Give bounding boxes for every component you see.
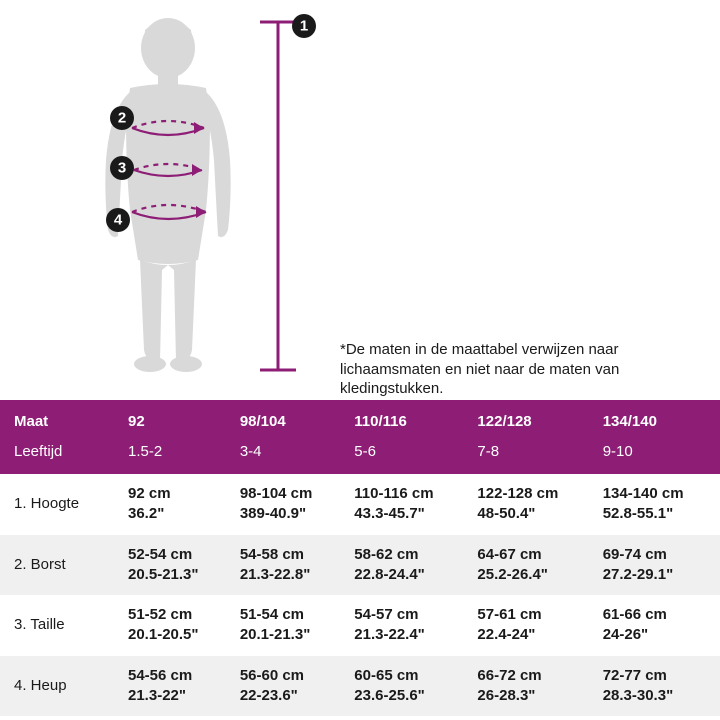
cell-inches: 20.1-20.5" xyxy=(128,625,224,645)
table-cell: 57-61 cm22.4-24" xyxy=(469,595,594,656)
cell-inches: 27.2-29.1" xyxy=(603,565,712,585)
table-cell: 61-66 cm24-26" xyxy=(595,595,720,656)
table-row: 3. Taille51-52 cm20.1-20.5"51-54 cm20.1-… xyxy=(0,595,720,656)
table-cell: 60-65 cm23.6-25.6" xyxy=(346,656,469,717)
table-cell: 51-52 cm20.1-20.5" xyxy=(120,595,232,656)
badge-1: 1 xyxy=(292,14,316,38)
header-column: 122/128 7-8 xyxy=(469,400,594,474)
table-cell: 98-104 cm389-40.9" xyxy=(232,474,346,535)
cell-cm: 61-66 cm xyxy=(603,605,712,625)
table-cell: 110-116 cm43.3-45.7" xyxy=(346,474,469,535)
cell-cm: 54-57 cm xyxy=(354,605,461,625)
row-label: 4. Heup xyxy=(0,656,120,717)
table-header: Maat Leeftijd 92 1.5-2 98/104 3-4 110/116 5-6… xyxy=(0,400,720,474)
cell-inches: 22-23.6" xyxy=(240,686,338,706)
cell-inches: 23.6-25.6" xyxy=(354,686,461,706)
svg-text:1: 1 xyxy=(300,18,308,35)
table-cell: 122-128 cm48-50.4" xyxy=(469,474,594,535)
table-cell: 92 cm36.2" xyxy=(120,474,232,535)
table-row: 4. Heup54-56 cm21.3-22"56-60 cm22-23.6"6… xyxy=(0,656,720,717)
header-age: 7-8 xyxy=(477,440,586,464)
table-cell: 54-56 cm21.3-22" xyxy=(120,656,232,717)
cell-cm: 72-77 cm xyxy=(603,666,712,686)
cell-inches: 36.2" xyxy=(128,504,224,524)
cell-cm: 69-74 cm xyxy=(603,545,712,565)
cell-cm: 51-54 cm xyxy=(240,605,338,625)
cell-cm: 98-104 cm xyxy=(240,484,338,504)
cell-cm: 92 cm xyxy=(128,484,224,504)
cell-inches: 22.4-24" xyxy=(477,625,586,645)
cell-inches: 48-50.4" xyxy=(477,504,586,524)
cell-cm: 60-65 cm xyxy=(354,666,461,686)
cell-inches: 28.3-30.3" xyxy=(603,686,712,706)
cell-inches: 20.5-21.3" xyxy=(128,565,224,585)
svg-text:4: 4 xyxy=(114,212,123,229)
svg-text:2: 2 xyxy=(118,110,126,127)
header-age: 3-4 xyxy=(240,440,338,464)
cell-cm: 58-62 cm xyxy=(354,545,461,565)
cell-cm: 134-140 cm xyxy=(603,484,712,504)
size-chart-table: Maat Leeftijd 92 1.5-2 98/104 3-4 110/116 5-6… xyxy=(0,400,720,716)
diagram-area: 1 2 3 4 *De maten in de maattabel verwij… xyxy=(0,0,720,400)
header-age-label: Leeftijd xyxy=(14,440,112,464)
header-size: 92 xyxy=(128,410,224,434)
badge-2: 2 xyxy=(110,106,134,130)
cell-inches: 26-28.3" xyxy=(477,686,586,706)
badge-3: 3 xyxy=(110,156,134,180)
cell-inches: 21.3-22.4" xyxy=(354,625,461,645)
cell-inches: 25.2-26.4" xyxy=(477,565,586,585)
table-row: 1. Hoogte92 cm36.2"98-104 cm389-40.9"110… xyxy=(0,474,720,535)
header-column: 110/116 5-6 xyxy=(346,400,469,474)
cell-inches: 24-26" xyxy=(603,625,712,645)
cell-inches: 21.3-22" xyxy=(128,686,224,706)
header-age: 1.5-2 xyxy=(128,440,224,464)
table-cell: 51-54 cm20.1-21.3" xyxy=(232,595,346,656)
row-label: 2. Borst xyxy=(0,535,120,596)
table-cell: 56-60 cm22-23.6" xyxy=(232,656,346,717)
badge-4: 4 xyxy=(106,208,130,232)
header-size: 134/140 xyxy=(603,410,712,434)
cell-cm: 57-61 cm xyxy=(477,605,586,625)
row-label: 1. Hoogte xyxy=(0,474,120,535)
table-cell: 134-140 cm52.8-55.1" xyxy=(595,474,720,535)
cell-inches: 21.3-22.8" xyxy=(240,565,338,585)
svg-text:3: 3 xyxy=(118,160,126,177)
table-cell: 69-74 cm27.2-29.1" xyxy=(595,535,720,596)
header-age: 9-10 xyxy=(603,440,712,464)
table-cell: 54-57 cm21.3-22.4" xyxy=(346,595,469,656)
row-label: 3. Taille xyxy=(0,595,120,656)
header-age: 5-6 xyxy=(354,440,461,464)
header-size: 110/116 xyxy=(354,410,461,434)
cell-inches: 22.8-24.4" xyxy=(354,565,461,585)
header-column: 92 1.5-2 xyxy=(120,400,232,474)
header-column: 134/140 9-10 xyxy=(595,400,720,474)
table-cell: 58-62 cm22.8-24.4" xyxy=(346,535,469,596)
cell-inches: 43.3-45.7" xyxy=(354,504,461,524)
cell-cm: 54-58 cm xyxy=(240,545,338,565)
cell-cm: 52-54 cm xyxy=(128,545,224,565)
header-size-label: Maat xyxy=(14,410,112,434)
table-row: 2. Borst52-54 cm20.5-21.3"54-58 cm21.3-2… xyxy=(0,535,720,596)
cell-inches: 52.8-55.1" xyxy=(603,504,712,524)
table-cell: 54-58 cm21.3-22.8" xyxy=(232,535,346,596)
cell-cm: 51-52 cm xyxy=(128,605,224,625)
table-cell: 52-54 cm20.5-21.3" xyxy=(120,535,232,596)
table-cell: 64-67 cm25.2-26.4" xyxy=(469,535,594,596)
cell-cm: 122-128 cm xyxy=(477,484,586,504)
header-size: 98/104 xyxy=(240,410,338,434)
header-column: 98/104 3-4 xyxy=(232,400,346,474)
cell-cm: 56-60 cm xyxy=(240,666,338,686)
cell-inches: 20.1-21.3" xyxy=(240,625,338,645)
header-size: 122/128 xyxy=(477,410,586,434)
child-measurement-diagram: 1 2 3 4 xyxy=(60,10,320,380)
cell-cm: 54-56 cm xyxy=(128,666,224,686)
cell-inches: 389-40.9" xyxy=(240,504,338,524)
cell-cm: 66-72 cm xyxy=(477,666,586,686)
footnote: *De maten in de maattabel verwijzen naar… xyxy=(340,340,700,399)
table-cell: 72-77 cm28.3-30.3" xyxy=(595,656,720,717)
cell-cm: 64-67 cm xyxy=(477,545,586,565)
cell-cm: 110-116 cm xyxy=(354,484,461,504)
table-cell: 66-72 cm26-28.3" xyxy=(469,656,594,717)
